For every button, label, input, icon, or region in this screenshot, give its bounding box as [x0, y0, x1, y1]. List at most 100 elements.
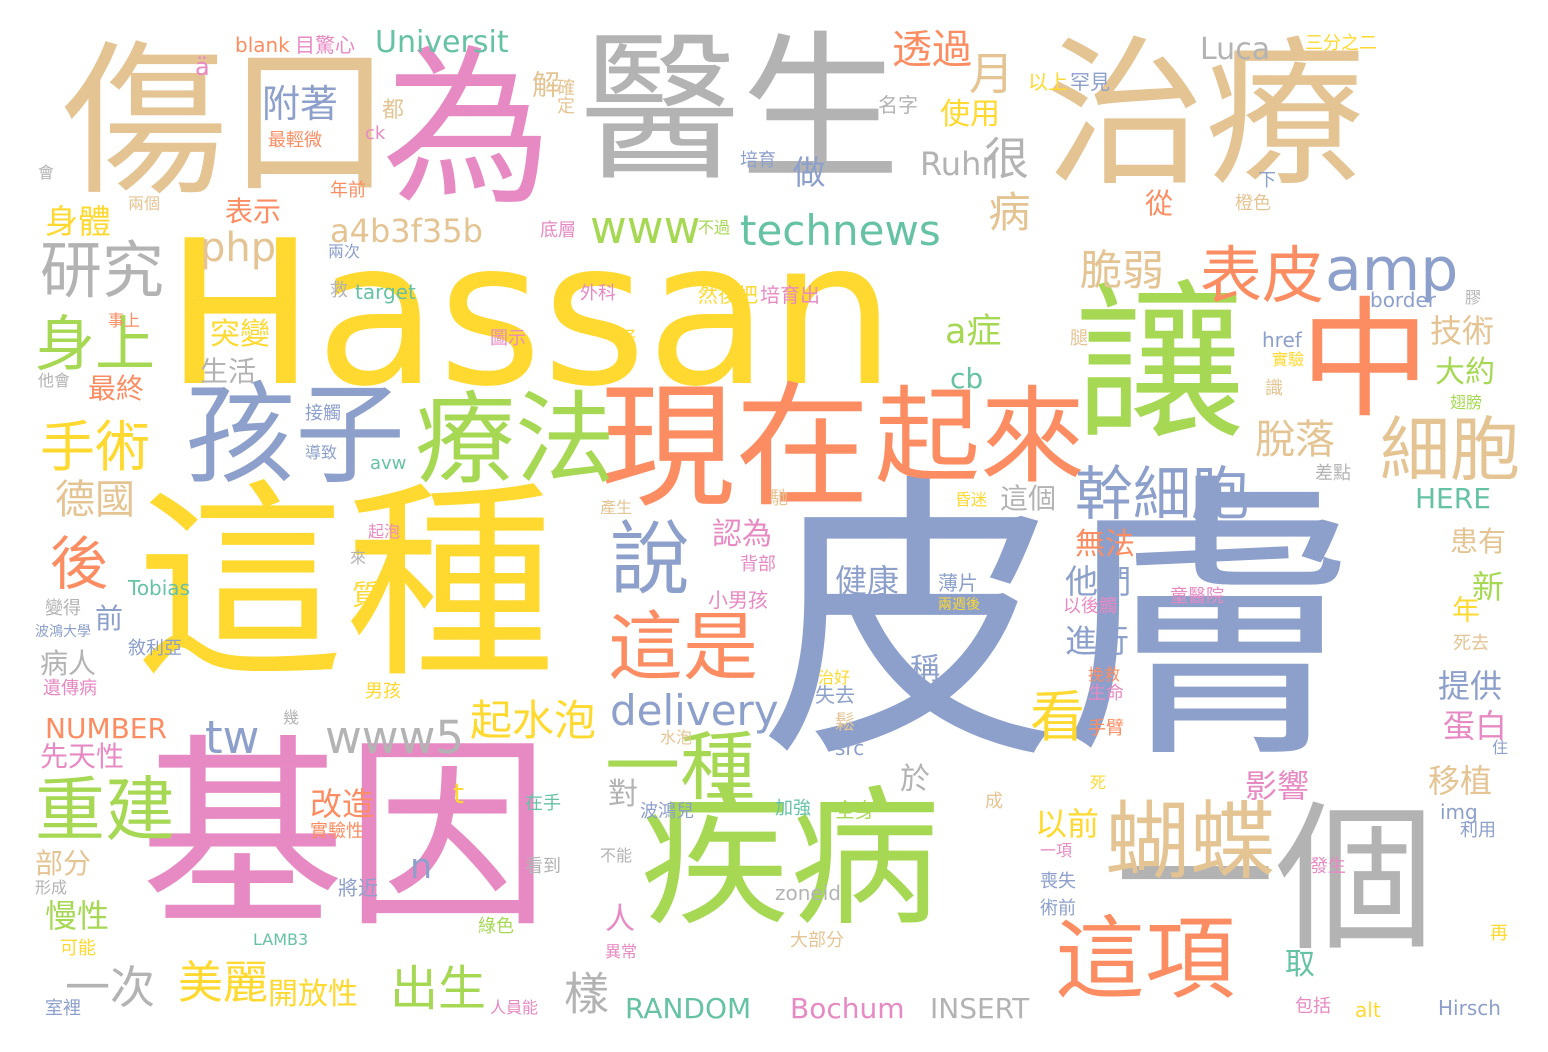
cloud-word: 這個: [1000, 485, 1056, 513]
cloud-word: 手臂: [1088, 720, 1124, 738]
cloud-word: 看: [1030, 690, 1085, 745]
cloud-word: 以後觸: [1063, 598, 1117, 616]
cloud-word: 水泡: [660, 730, 692, 746]
cloud-word: 喪失: [1040, 873, 1076, 891]
cloud-word: technews: [740, 210, 941, 252]
cloud-word: delivery: [610, 690, 779, 732]
cloud-word: 認為: [712, 520, 772, 550]
cloud-word: 會: [38, 165, 54, 181]
cloud-word: 三分之二: [1305, 35, 1377, 53]
cloud-word: NUMBER: [45, 715, 167, 743]
cloud-word: Hirsch: [1438, 998, 1501, 1018]
cloud-word: 人員能: [490, 1000, 538, 1016]
cloud-word: www: [590, 205, 700, 250]
cloud-word: blank: [235, 35, 290, 55]
cloud-word: 看到: [525, 858, 561, 876]
cloud-word: Tobias: [128, 578, 190, 598]
cloud-word: 取: [1285, 950, 1315, 980]
cloud-word: 綠色: [478, 918, 514, 936]
cloud-word: 死去: [1453, 635, 1489, 653]
cloud-word: 脫落: [1255, 420, 1335, 460]
cloud-word: 不過: [698, 220, 730, 236]
cloud-word: 起來: [875, 385, 1085, 490]
cloud-word: 接觸: [305, 405, 341, 423]
cloud-word: 大部分: [790, 932, 844, 950]
cloud-word: 以前: [1035, 808, 1099, 840]
cloud-word: 變得: [45, 600, 81, 618]
cloud-word: 圖示: [490, 330, 526, 348]
cloud-word: 形成: [35, 880, 67, 896]
cloud-word: 異常: [605, 944, 637, 960]
cloud-word: 再: [1490, 925, 1508, 943]
cloud-word: 慢性: [45, 900, 109, 932]
cloud-word: 以上: [1028, 72, 1068, 92]
cloud-word: 最輕微: [268, 132, 322, 150]
cloud-word: 部分: [35, 850, 91, 878]
cloud-word: 脆弱: [1080, 250, 1164, 292]
cloud-word: 大約: [1435, 358, 1495, 388]
cloud-word: 透過: [892, 30, 972, 70]
cloud-word: 室裡: [45, 1000, 81, 1018]
cloud-word: 產生: [600, 500, 632, 516]
cloud-word: 稱: [910, 655, 940, 685]
cloud-word: 加強: [775, 800, 811, 818]
cloud-word: 這項: [1055, 915, 1235, 1005]
cloud-word: 腿: [1070, 330, 1088, 348]
cloud-word: php: [200, 228, 276, 268]
cloud-word: www5: [325, 715, 464, 760]
cloud-word: ä: [195, 55, 210, 79]
cloud-word: 外科: [580, 285, 616, 303]
cloud-word: 樣: [560, 970, 605, 1015]
cloud-word: 年前: [330, 182, 366, 200]
cloud-word: 從: [1145, 190, 1173, 218]
cloud-word: 前: [95, 605, 123, 633]
cloud-word: 現在: [600, 380, 870, 515]
cloud-word: 住: [1492, 740, 1508, 756]
cloud-word: 一項: [1040, 843, 1072, 859]
cloud-word: 術前: [1040, 900, 1076, 918]
cloud-word: 影響: [1245, 770, 1309, 802]
cloud-word: 提供: [1438, 670, 1502, 702]
cloud-word: 兩週後: [938, 598, 980, 612]
cloud-word: 後: [50, 535, 108, 593]
cloud-word: INSERT: [930, 995, 1029, 1023]
cloud-word: 為: [382, 45, 552, 215]
cloud-word: 這種: [135, 480, 555, 690]
cloud-word: tw: [205, 715, 259, 760]
cloud-word: zoneid: [775, 883, 841, 903]
cloud-word: 橙色: [1235, 195, 1271, 213]
cloud-word: 表示: [225, 198, 281, 226]
cloud-word: 馳: [770, 490, 788, 508]
cloud-word: 最終: [88, 375, 144, 403]
cloud-word: 起泡: [368, 524, 400, 540]
cloud-word: 開放性: [268, 980, 358, 1010]
cloud-word: 改造: [310, 788, 374, 820]
cloud-word: ck: [365, 125, 385, 143]
cloud-word: 對: [608, 780, 638, 810]
cloud-word: 波鴻兒: [640, 803, 694, 821]
cloud-word: 男孩: [365, 683, 401, 701]
cloud-word: 遺傳病: [43, 680, 97, 698]
cloud-word: 敘利亞: [128, 640, 182, 658]
cloud-word: 昏迷: [955, 492, 987, 508]
cloud-word: 好: [618, 330, 636, 348]
cloud-word: 療法: [415, 390, 615, 490]
cloud-word: 使用: [940, 100, 1000, 130]
cloud-word: 進行: [1065, 625, 1129, 657]
cloud-word: target: [355, 282, 416, 302]
cloud-word: 成: [985, 793, 1003, 811]
cloud-word: 包括: [1295, 998, 1331, 1016]
cloud-word: 確定: [555, 78, 573, 114]
cloud-word: 在手: [525, 795, 561, 813]
cloud-word: 將近: [338, 878, 378, 898]
cloud-word: Bochum: [790, 995, 905, 1023]
cloud-word: 病人: [40, 650, 96, 678]
cloud-word: 他會: [38, 373, 70, 389]
cloud-word: 出生: [390, 965, 486, 1013]
cloud-word: 實驗性: [310, 823, 364, 841]
cloud-word: 幹細胞: [1075, 465, 1249, 523]
cloud-word: 培育: [740, 152, 776, 170]
cloud-word: 培育出: [760, 285, 820, 305]
cloud-word: 技術: [1430, 315, 1494, 347]
cloud-word: 患有: [1450, 528, 1506, 556]
